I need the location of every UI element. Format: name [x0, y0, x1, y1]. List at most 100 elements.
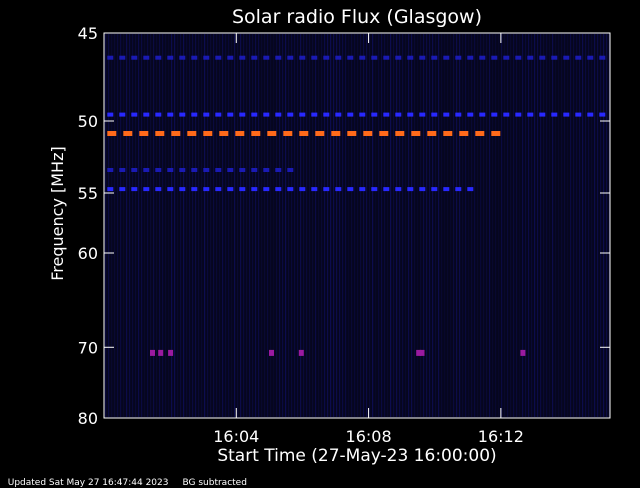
noise-stripe — [276, 34, 278, 417]
noise-stripe — [513, 34, 515, 417]
band-segment — [191, 187, 198, 192]
band-segment — [287, 112, 294, 117]
noise-stripe — [387, 34, 389, 417]
band-segment — [419, 187, 426, 192]
y-tick-label: 50 — [78, 112, 98, 131]
noise-stripe — [303, 34, 305, 417]
band-segment — [299, 55, 306, 60]
noise-stripe — [495, 34, 497, 417]
band-segment — [143, 55, 150, 60]
band-segment — [479, 55, 486, 60]
band-segment — [251, 112, 258, 117]
band-segment — [203, 168, 210, 172]
band-segment — [379, 131, 389, 136]
band-segment — [267, 131, 277, 136]
band-segment — [335, 55, 342, 60]
band-segment — [119, 112, 126, 117]
band-segment — [515, 55, 522, 60]
band-segment — [311, 187, 318, 192]
noise-stripe — [171, 34, 173, 417]
band-segment — [119, 168, 126, 172]
band-segment — [491, 55, 498, 60]
noise-stripe — [378, 34, 380, 417]
band-segment — [155, 131, 165, 136]
band-segment — [371, 187, 378, 192]
noise-stripe — [318, 34, 320, 417]
noise-stripe — [150, 34, 152, 417]
noise-stripe — [234, 34, 236, 417]
noise-stripe — [228, 34, 230, 417]
band-segment — [187, 131, 197, 136]
band-segment — [395, 112, 402, 117]
noise-stripe — [453, 34, 455, 417]
band-segment — [299, 112, 306, 117]
noise-stripe — [375, 34, 377, 417]
band-segment — [587, 112, 594, 117]
noise-stripe — [264, 34, 266, 417]
noise-stripe — [579, 34, 581, 417]
noise-stripe — [594, 34, 596, 417]
noise-stripe — [261, 34, 263, 417]
noise-stripe — [423, 34, 425, 417]
noise-stripe — [372, 34, 374, 417]
noise-stripe — [198, 34, 200, 417]
noise-stripe — [567, 34, 569, 417]
noise-stripe — [480, 34, 482, 417]
band-segment — [131, 55, 138, 60]
noise-stripe — [192, 34, 194, 417]
footer: Updated Sat May 27 16:47:44 2023 BG subtr… — [2, 468, 261, 488]
noise-stripe — [186, 34, 188, 417]
band-segment — [203, 131, 213, 136]
noise-stripe — [339, 34, 341, 417]
y-tick-label: 70 — [78, 338, 98, 357]
band-segment — [383, 112, 390, 117]
noise-stripe — [138, 34, 140, 417]
noise-stripe — [183, 34, 185, 417]
band-segment — [383, 187, 390, 192]
noise-stripe — [345, 34, 347, 417]
noise-stripe — [357, 34, 359, 417]
y-axis-label: Frequency [MHz] — [48, 146, 67, 280]
noise-stripe — [294, 34, 296, 417]
band-segment — [335, 187, 342, 192]
noise-stripe — [414, 34, 416, 417]
noise-stripe — [336, 34, 338, 417]
band-segment — [539, 112, 546, 117]
noise-stripe — [531, 34, 533, 417]
band-segment — [167, 112, 174, 117]
noise-stripe — [351, 34, 353, 417]
noise-stripe — [492, 34, 494, 417]
noise-stripe — [576, 34, 578, 417]
band-segment — [443, 187, 450, 192]
burst-mark — [520, 349, 526, 356]
band-segment — [427, 131, 437, 136]
noise-stripe — [114, 34, 116, 417]
band-segment — [263, 55, 270, 60]
band-segment — [283, 131, 293, 136]
noise-stripe — [219, 34, 221, 417]
x-axis: 16:04 16:08 16:12 — [213, 33, 524, 446]
band-segment — [459, 131, 469, 136]
band-segment — [587, 55, 594, 60]
burst-mark — [419, 349, 425, 356]
noise-stripe — [117, 34, 119, 417]
band-segment — [419, 112, 426, 117]
band-segment — [479, 112, 486, 117]
band-segment — [407, 187, 414, 192]
band-segment — [107, 55, 114, 60]
band-segment — [167, 55, 174, 60]
band-segment — [219, 131, 229, 136]
noise-stripe — [501, 34, 503, 417]
band-segment — [107, 131, 117, 136]
band-segment — [143, 187, 150, 192]
noise-stripe — [360, 34, 362, 417]
band-segment — [287, 55, 294, 60]
noise-stripe — [525, 34, 527, 417]
noise-stripe — [252, 34, 254, 417]
band-segment — [363, 131, 373, 136]
band-segment — [311, 112, 318, 117]
band-segment — [395, 131, 405, 136]
noise-stripe — [213, 34, 215, 417]
band-segment — [551, 112, 558, 117]
